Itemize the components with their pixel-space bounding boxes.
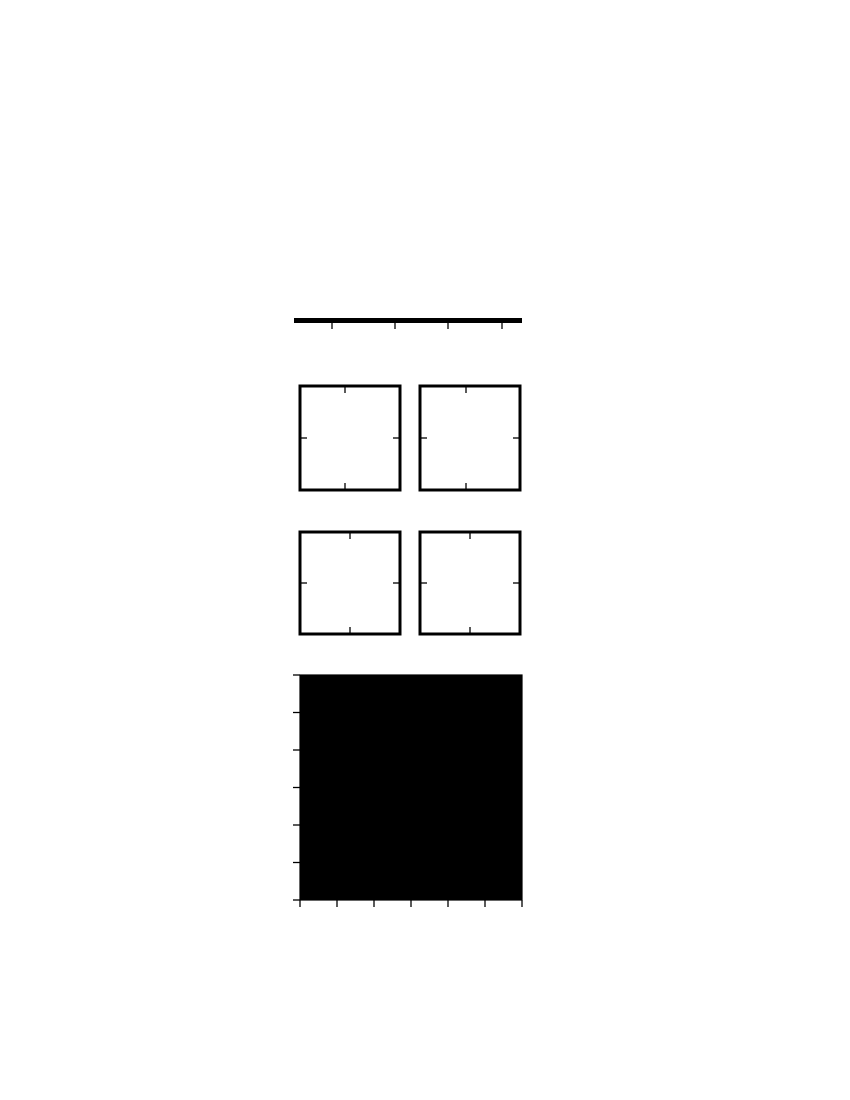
- windowed-waveform-panels: [298, 384, 522, 492]
- contour-small-green-blob: [396, 851, 412, 861]
- contour-black-maximum-blob: [367, 678, 419, 708]
- contour-green-blob-top-left: [315, 676, 345, 696]
- particle-motion-box-original: [298, 530, 402, 636]
- contour-blue-blob-bottom-right: [431, 845, 507, 899]
- particle-motion-ticks: [300, 532, 520, 634]
- contour-y-ticks: [293, 674, 300, 901]
- contour-x-ticks: [299, 900, 523, 907]
- misfit-contour-section: [293, 674, 523, 907]
- contour-blue-blob-mid-left: [332, 723, 392, 759]
- contour-green-blob-center: [384, 769, 480, 811]
- window-box-ticks: [300, 386, 520, 490]
- particle-motion-box-corrected: [418, 530, 522, 636]
- time-axis-bar: [294, 318, 522, 323]
- seismogram-panel: [294, 318, 522, 329]
- contour-hot-minimum-blob: [329, 838, 409, 900]
- window-box-original: [298, 384, 402, 492]
- particle-motion-panels: [298, 530, 522, 636]
- window-box-corrected: [418, 384, 522, 492]
- time-axis-ticks: [331, 323, 503, 329]
- contour-plot-area: [300, 675, 522, 900]
